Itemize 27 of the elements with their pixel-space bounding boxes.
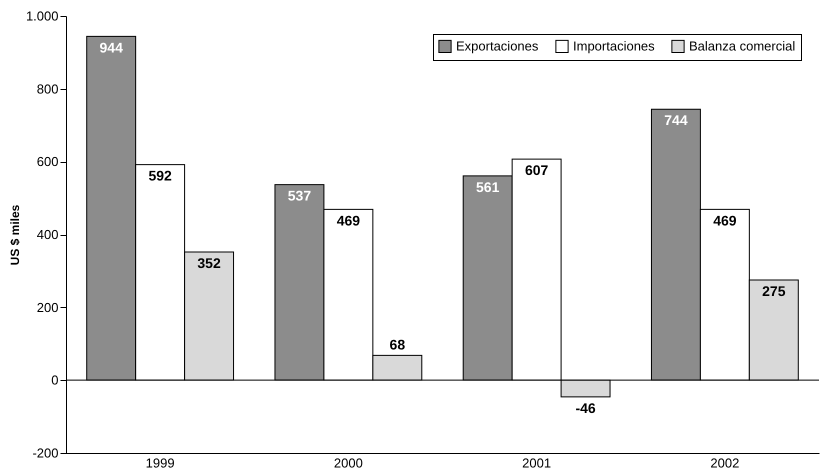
data-label: 944 — [100, 39, 124, 56]
data-label: 68 — [390, 336, 406, 352]
data-label: -46 — [575, 400, 596, 416]
x-tick-label: 2001 — [522, 456, 552, 470]
data-label: 275 — [762, 283, 786, 300]
legend-label: Importaciones — [573, 38, 656, 54]
legend-label: Balanza comercial — [689, 38, 796, 54]
y-axis-title: US $ miles — [8, 204, 22, 266]
x-tick-label: 1999 — [146, 456, 175, 470]
y-tick-label: 0 — [51, 372, 58, 388]
data-label: 592 — [148, 168, 172, 184]
y-tick-label: 600 — [36, 154, 58, 170]
x-tick-label: 2002 — [710, 456, 740, 470]
data-label: 561 — [476, 178, 500, 195]
y-tick-label: 400 — [36, 227, 58, 242]
data-label: 744 — [664, 112, 688, 128]
x-tick-label: 2000 — [334, 456, 363, 470]
y-tick-label: 800 — [36, 81, 58, 96]
data-label: 352 — [197, 254, 221, 271]
data-label: 469 — [336, 212, 360, 228]
y-tick-label: 200 — [36, 300, 58, 315]
y-tick-label: 1.000 — [26, 8, 58, 24]
y-tick-label: -200 — [32, 446, 58, 460]
data-label: 607 — [524, 162, 549, 178]
legend-label: Exportaciones — [456, 38, 539, 54]
data-label: 537 — [288, 188, 312, 204]
data-label: 469 — [713, 212, 737, 228]
